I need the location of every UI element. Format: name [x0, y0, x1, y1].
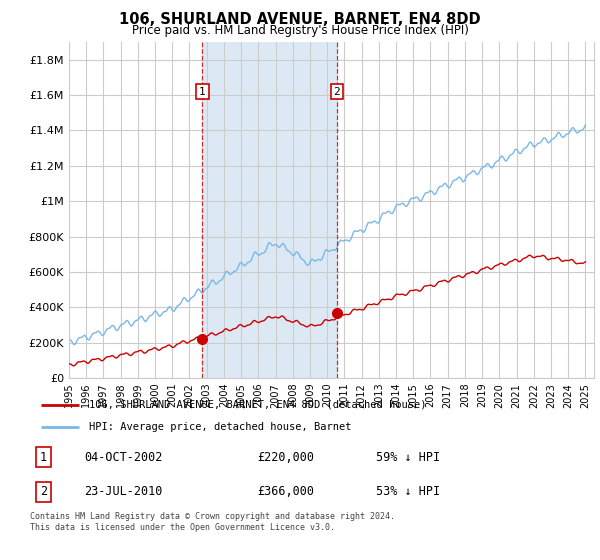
Text: Price paid vs. HM Land Registry's House Price Index (HPI): Price paid vs. HM Land Registry's House … — [131, 24, 469, 37]
Bar — [202, 42, 337, 378]
Text: Contains HM Land Registry data © Crown copyright and database right 2024.
This d: Contains HM Land Registry data © Crown c… — [30, 512, 395, 532]
Text: £366,000: £366,000 — [257, 486, 314, 498]
Text: 1: 1 — [40, 451, 47, 464]
Text: 53% ↓ HPI: 53% ↓ HPI — [376, 486, 440, 498]
Text: 2: 2 — [40, 486, 47, 498]
Text: 04-OCT-2002: 04-OCT-2002 — [84, 451, 163, 464]
Text: 2: 2 — [333, 86, 340, 96]
Text: 106, SHURLAND AVENUE, BARNET, EN4 8DD: 106, SHURLAND AVENUE, BARNET, EN4 8DD — [119, 12, 481, 27]
Text: £220,000: £220,000 — [257, 451, 314, 464]
Text: 1: 1 — [199, 86, 206, 96]
Text: HPI: Average price, detached house, Barnet: HPI: Average price, detached house, Barn… — [89, 422, 352, 432]
Text: 59% ↓ HPI: 59% ↓ HPI — [376, 451, 440, 464]
Text: 106, SHURLAND AVENUE, BARNET, EN4 8DD (detached house): 106, SHURLAND AVENUE, BARNET, EN4 8DD (d… — [89, 400, 427, 410]
Text: 23-JUL-2010: 23-JUL-2010 — [84, 486, 163, 498]
